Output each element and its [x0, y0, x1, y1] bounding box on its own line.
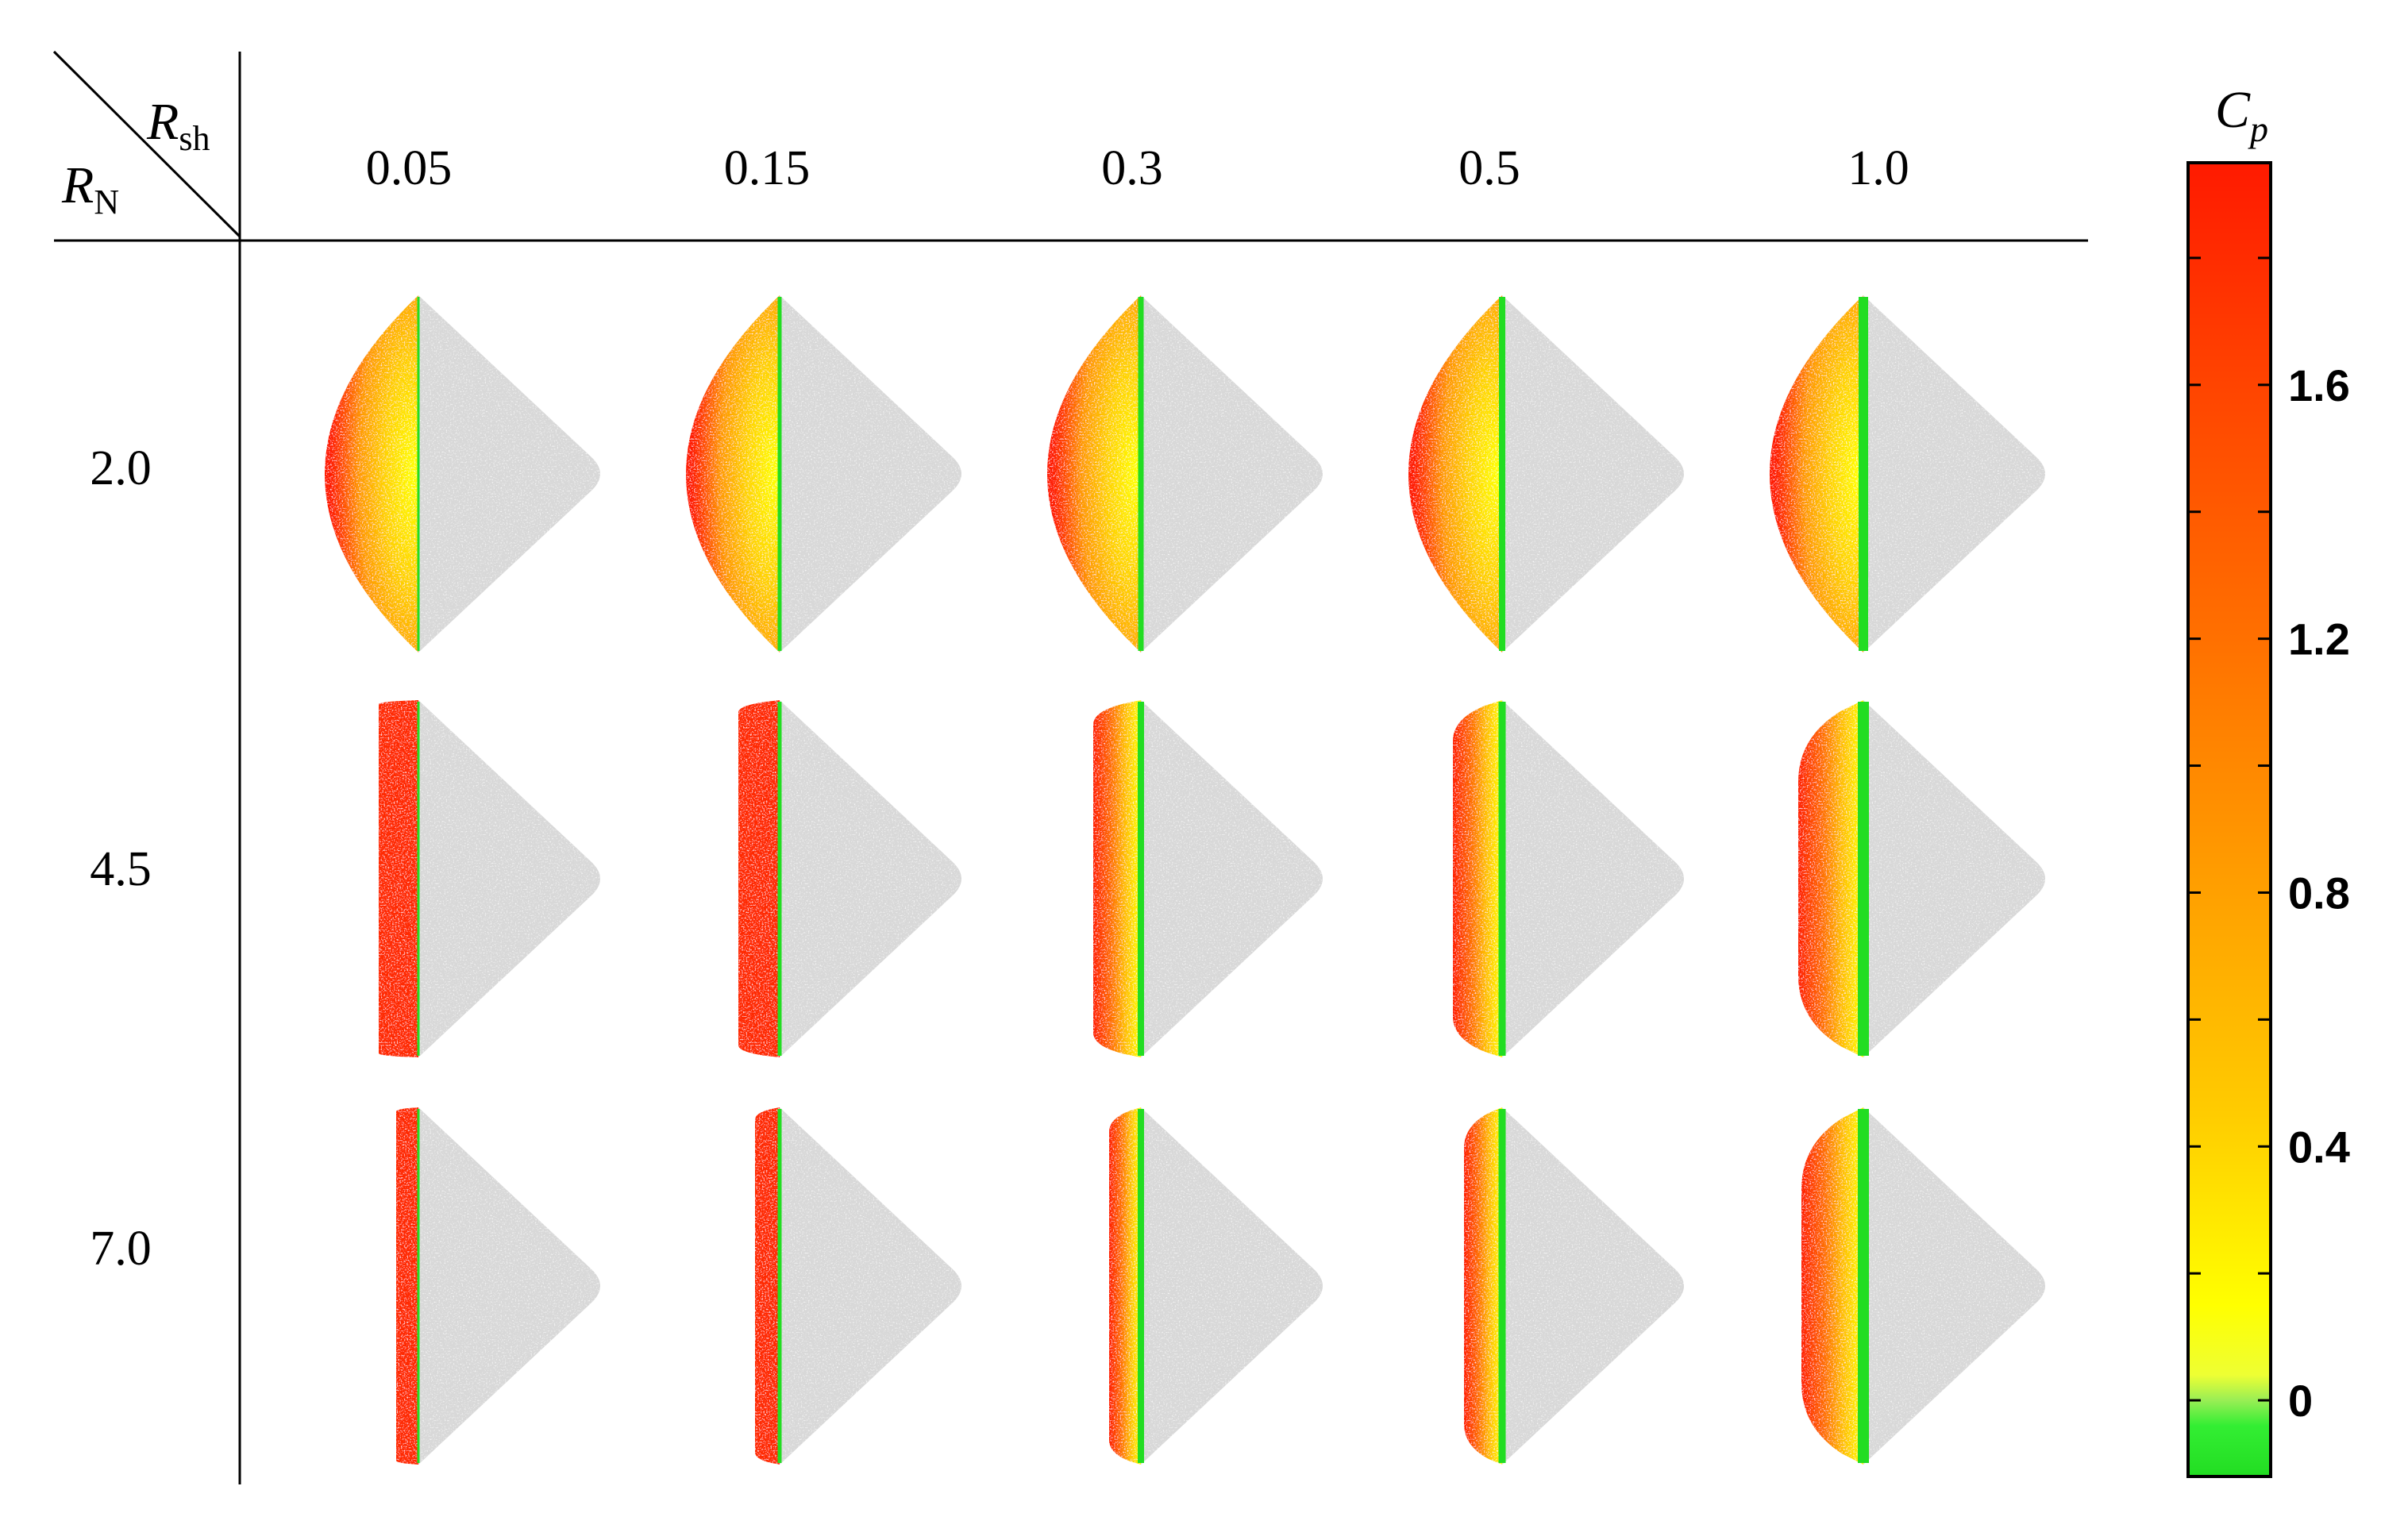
sonic-line — [777, 1109, 782, 1463]
colorbar: Cp 1.6 1.2 0.8 0.4 0 — [2186, 81, 2350, 1478]
capsule-plot — [325, 295, 600, 653]
sonic-line — [417, 1109, 420, 1463]
forebody-pressure — [1798, 700, 1863, 1057]
colorbar-tick-label: 0 — [2288, 1376, 2313, 1426]
col-label-1: 0.15 — [724, 141, 811, 195]
colorbar-ticks: 1.6 1.2 0.8 0.4 0 — [2188, 256, 2350, 1426]
aft-cone — [1141, 700, 1323, 1057]
aft-cone — [780, 1107, 961, 1465]
colorbar-tick-label: 0.8 — [2288, 868, 2350, 918]
aft-cone — [1863, 700, 2045, 1057]
col-header-label: Rsh — [146, 93, 210, 158]
colorbar-tick-label: 1.2 — [2288, 614, 2350, 664]
colorbar-fill — [2186, 161, 2272, 1478]
capsule-grid — [325, 295, 2045, 1465]
aft-cone — [780, 700, 961, 1057]
sonic-line — [417, 702, 420, 1056]
capsule-plot — [1408, 295, 1684, 653]
row-label-0: 2.0 — [90, 441, 152, 495]
aft-cone — [780, 295, 961, 653]
colorbar-tick-label: 1.6 — [2288, 360, 2350, 410]
capsule-plot — [1798, 700, 2045, 1057]
aft-cone — [1141, 1107, 1323, 1465]
capsule-plot — [1093, 700, 1323, 1057]
sonic-line — [1858, 702, 1869, 1056]
capsule-plot — [1047, 295, 1323, 653]
forebody-pressure — [1453, 700, 1502, 1057]
aft-cone — [1863, 1107, 2045, 1465]
forebody-pressure — [1408, 295, 1502, 653]
forebody-pressure — [1801, 1107, 1863, 1465]
capsule-plot — [379, 700, 600, 1057]
forebody-pressure — [1047, 295, 1141, 653]
aft-cone — [1502, 295, 1684, 653]
aft-cone — [1141, 295, 1323, 653]
sonic-line — [1138, 1109, 1144, 1463]
sonic-line — [1499, 297, 1505, 651]
forebody-pressure — [1093, 700, 1141, 1057]
capsule-plot — [738, 700, 961, 1057]
forebody-pressure — [396, 1107, 418, 1465]
table-header: Rsh RN 0.05 0.15 0.3 0.5 1.0 2.0 4.5 7.0 — [52, 50, 2088, 1484]
capsule-plot — [1770, 295, 2045, 653]
capsule-plot — [1453, 700, 1684, 1057]
capsule-plot — [1801, 1107, 2045, 1465]
col-label-0: 0.05 — [366, 141, 453, 195]
row-header-label: RN — [61, 156, 119, 221]
sonic-line — [777, 297, 782, 651]
aft-cone — [418, 1107, 600, 1465]
aft-cone — [418, 295, 600, 653]
forebody-pressure — [686, 295, 780, 653]
corner-diagonal — [52, 50, 241, 238]
sonic-line — [417, 297, 420, 651]
sonic-line — [1858, 1109, 1869, 1463]
forebody-pressure — [738, 700, 780, 1057]
capsule-plot — [396, 1107, 600, 1465]
colorbar-title: Cp — [2215, 81, 2268, 149]
sonic-line — [1859, 297, 1868, 651]
forebody-pressure — [1770, 295, 1863, 653]
sonic-line — [1498, 1109, 1506, 1463]
aft-cone — [1863, 295, 2045, 653]
col-label-2: 0.3 — [1101, 141, 1163, 195]
capsule-plot — [686, 295, 961, 653]
forebody-pressure — [1464, 1107, 1502, 1465]
row-label-1: 4.5 — [90, 842, 152, 896]
capsule-plot — [1464, 1107, 1684, 1465]
aft-cone — [418, 700, 600, 1057]
sonic-line — [777, 702, 782, 1056]
forebody-pressure — [325, 295, 418, 653]
sonic-line — [1138, 702, 1144, 1056]
col-label-4: 1.0 — [1847, 141, 1909, 195]
forebody-pressure — [1109, 1107, 1141, 1465]
col-label-3: 0.5 — [1458, 141, 1520, 195]
aft-cone — [1502, 700, 1684, 1057]
sonic-line — [1138, 297, 1144, 651]
row-label-2: 7.0 — [90, 1222, 152, 1276]
forebody-pressure — [755, 1107, 780, 1465]
capsule-plot — [1109, 1107, 1323, 1465]
sonic-line — [1498, 702, 1506, 1056]
colorbar-tick-label: 0.4 — [2288, 1122, 2350, 1172]
aft-cone — [1502, 1107, 1684, 1465]
capsule-plot — [755, 1107, 961, 1465]
forebody-pressure — [379, 700, 418, 1057]
